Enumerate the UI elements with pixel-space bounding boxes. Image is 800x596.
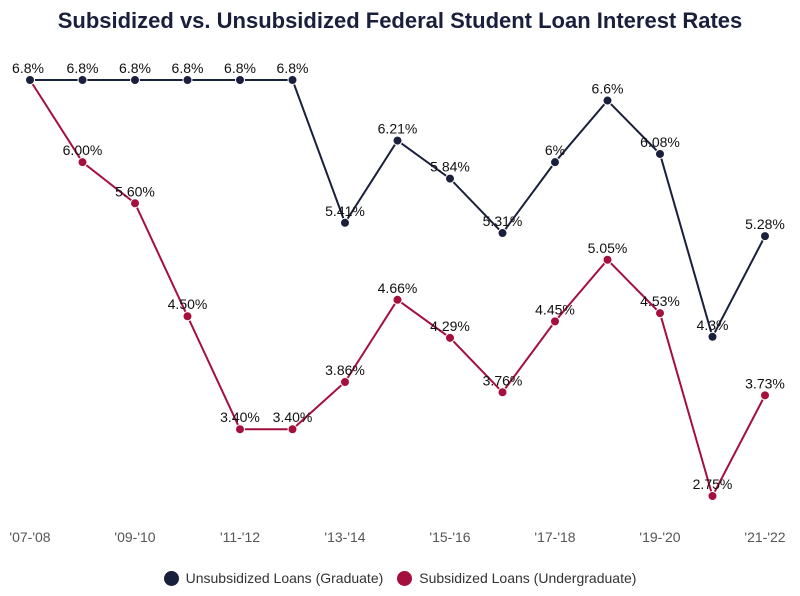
data-label-unsubsidized: 4.3%: [697, 317, 729, 333]
data-label-subsidized: 3.40%: [220, 409, 260, 425]
data-point-unsubsidized[interactable]: [77, 75, 88, 85]
data-point-unsubsidized[interactable]: [445, 173, 455, 184]
data-point-subsidized[interactable]: [550, 316, 560, 327]
data-label-unsubsidized: 6.8%: [172, 60, 204, 76]
legend-item-unsubsidized[interactable]: Unsubsidized Loans (Graduate): [163, 570, 384, 586]
data-point-subsidized[interactable]: [445, 332, 455, 343]
data-label-subsidized: 3.73%: [745, 375, 785, 391]
legend-item-subsidized[interactable]: Subsidized Loans (Undergraduate): [397, 570, 636, 586]
legend-marker-unsubsidized: [163, 570, 179, 586]
data-point-subsidized[interactable]: [497, 387, 508, 398]
x-tick-label: '09-'10: [114, 529, 155, 545]
data-label-subsidized: 3.40%: [273, 409, 313, 425]
data-point-subsidized[interactable]: [760, 390, 770, 401]
x-tick-label: '17-'18: [534, 529, 575, 545]
data-point-unsubsidized[interactable]: [655, 148, 665, 159]
data-point-subsidized[interactable]: [235, 424, 245, 435]
data-point-unsubsidized[interactable]: [497, 228, 508, 239]
data-point-subsidized[interactable]: [130, 198, 140, 209]
data-label-subsidized: 5.60%: [115, 183, 155, 199]
data-point-unsubsidized[interactable]: [235, 75, 245, 85]
x-tick-label: '13-'14: [324, 529, 365, 545]
x-tick-label: '07-'08: [9, 529, 50, 545]
data-label-subsidized: 6.00%: [63, 142, 103, 158]
data-point-subsidized[interactable]: [707, 491, 718, 501]
data-point-unsubsidized[interactable]: [602, 95, 613, 106]
data-label-subsidized: 4.66%: [378, 280, 418, 296]
data-label-unsubsidized: 6.21%: [378, 121, 418, 137]
legend-marker-subsidized: [397, 570, 413, 586]
data-point-unsubsidized[interactable]: [760, 231, 770, 242]
data-label-unsubsidized: 6%: [545, 142, 565, 158]
data-label-unsubsidized: 5.84%: [430, 159, 470, 175]
data-label-unsubsidized: 6.08%: [640, 134, 680, 150]
data-point-unsubsidized[interactable]: [287, 75, 298, 85]
data-label-unsubsidized: 6.8%: [12, 60, 44, 76]
data-label-subsidized: 3.86%: [325, 362, 365, 378]
data-label-unsubsidized: 5.28%: [745, 216, 785, 232]
data-label-subsidized: 4.53%: [640, 293, 680, 309]
data-label-subsidized: 4.50%: [168, 296, 208, 312]
legend-label-subsidized: Subsidized Loans (Undergraduate): [419, 570, 637, 586]
data-point-subsidized[interactable]: [655, 308, 665, 319]
data-point-subsidized[interactable]: [77, 157, 88, 168]
data-label-subsidized: 4.45%: [535, 301, 575, 317]
data-point-unsubsidized[interactable]: [392, 135, 403, 146]
data-label-subsidized: 3.76%: [483, 372, 523, 388]
data-label-unsubsidized: 5.41%: [325, 203, 365, 219]
x-tick-label: '11-'12: [220, 529, 260, 545]
data-point-subsidized[interactable]: [392, 294, 403, 305]
data-label-unsubsidized: 6.8%: [67, 60, 99, 76]
data-point-unsubsidized[interactable]: [707, 331, 718, 342]
x-tick-label: '15-'16: [429, 529, 470, 545]
data-point-subsidized[interactable]: [340, 376, 350, 387]
legend-label-unsubsidized: Unsubsidized Loans (Graduate): [185, 570, 384, 586]
data-label-unsubsidized: 6.8%: [119, 60, 151, 76]
data-point-unsubsidized[interactable]: [182, 75, 193, 85]
data-label-unsubsidized: 6.6%: [592, 81, 624, 97]
data-label-subsidized: 5.05%: [588, 240, 628, 256]
data-label-unsubsidized: 6.8%: [224, 60, 256, 76]
data-point-subsidized[interactable]: [287, 424, 298, 435]
x-tick-label: '19-'20: [639, 529, 680, 545]
data-point-subsidized[interactable]: [602, 254, 613, 265]
data-label-subsidized: 2.75%: [693, 476, 733, 492]
data-point-unsubsidized[interactable]: [340, 217, 350, 228]
chart-title: Subsidized vs. Unsubsidized Federal Stud…: [57, 8, 743, 33]
x-tick-label: '21-'22: [744, 529, 785, 545]
data-label-unsubsidized: 5.31%: [483, 213, 523, 229]
data-label-unsubsidized: 6.8%: [277, 60, 309, 76]
data-point-unsubsidized[interactable]: [25, 75, 35, 85]
data-point-unsubsidized[interactable]: [130, 75, 140, 85]
data-point-unsubsidized[interactable]: [550, 157, 560, 168]
data-label-subsidized: 4.29%: [430, 318, 470, 334]
chart-legend: Unsubsidized Loans (Graduate) Subsidized…: [0, 570, 800, 586]
data-point-subsidized[interactable]: [182, 311, 193, 322]
